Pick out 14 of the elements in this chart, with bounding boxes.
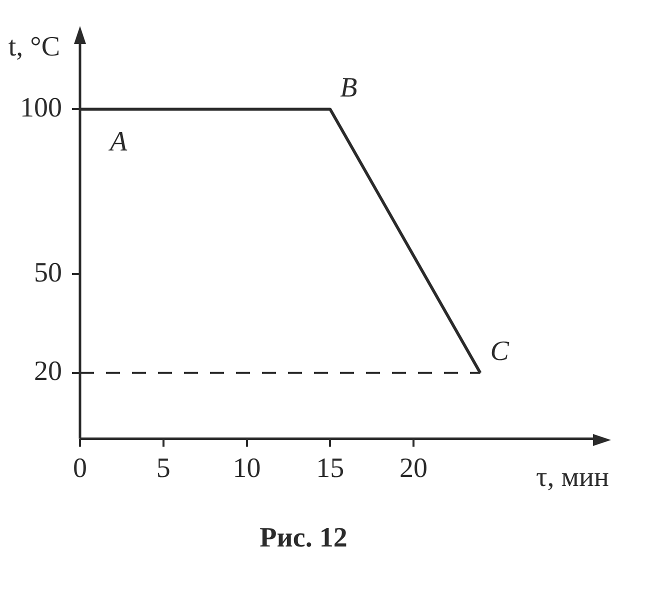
- y-tick-label: 20: [34, 356, 62, 388]
- y-axis-title: t, °C: [8, 31, 60, 62]
- x-tick-label: 10: [232, 452, 261, 484]
- annotation: C: [490, 336, 510, 368]
- x-tick-label: 5: [156, 452, 170, 484]
- x-tick-label: 0: [73, 452, 87, 484]
- y-tick-label: 100: [20, 92, 62, 124]
- x-tick-label: 20: [400, 452, 428, 484]
- annotation: B: [340, 72, 358, 104]
- annotation: A: [108, 126, 128, 158]
- x-tick-label: 15: [316, 452, 344, 484]
- text: Рис. 12: [260, 522, 348, 554]
- x-axis-title: τ, мин: [536, 462, 609, 494]
- y-tick-label: 50: [34, 257, 62, 288]
